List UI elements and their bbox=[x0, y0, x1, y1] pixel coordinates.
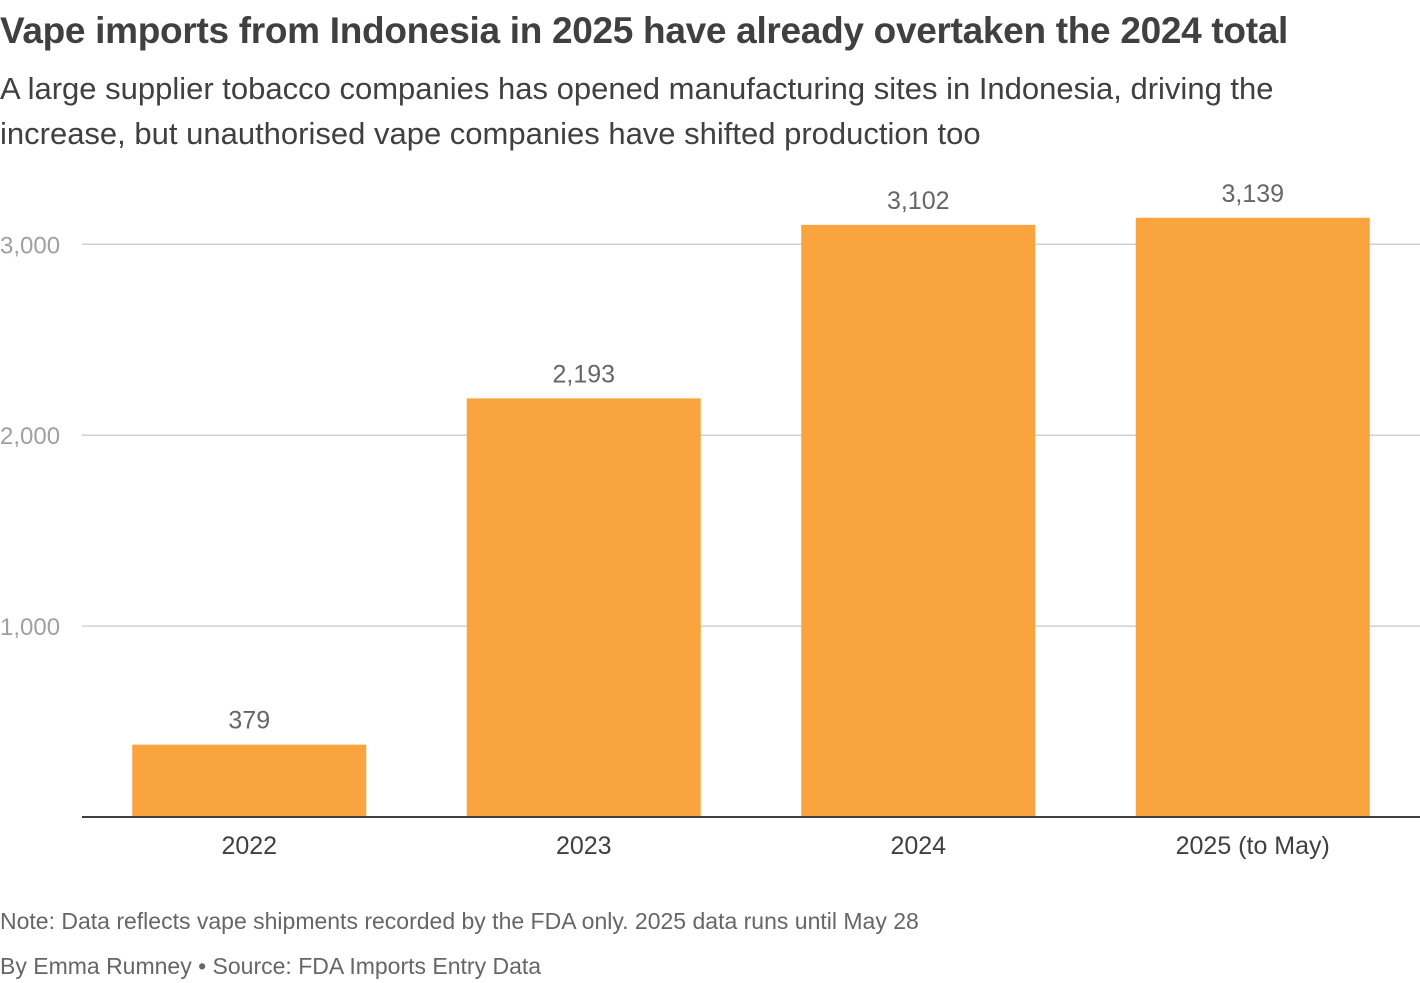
footnote: Note: Data reflects vape shipments recor… bbox=[0, 908, 919, 934]
data-label: 3,139 bbox=[1221, 180, 1284, 208]
bar bbox=[466, 398, 701, 817]
bar bbox=[132, 744, 367, 817]
bars bbox=[132, 217, 1370, 818]
x-tick-label: 2023 bbox=[556, 832, 612, 860]
bar bbox=[801, 224, 1036, 818]
x-tick-label: 2024 bbox=[890, 832, 946, 860]
y-tick-label: 2,000 bbox=[0, 423, 60, 450]
chart-title: Vape imports from Indonesia in 2025 have… bbox=[0, 10, 1289, 51]
data-labels: 379 2022 2,193 2023 3,102 2024 3,139 2025 (to M… bbox=[221, 180, 1329, 860]
bar-chart: 1,000 2,000 3,000 379 2022 2,193 2023 3,102 202… bbox=[0, 180, 1420, 860]
x-tick-label: 2022 bbox=[221, 832, 277, 860]
data-label: 379 bbox=[228, 707, 270, 735]
data-label: 2,193 bbox=[552, 360, 615, 388]
data-label: 3,102 bbox=[887, 187, 950, 215]
y-tick-label: 1,000 bbox=[0, 614, 60, 641]
x-tick-label: 2025 (to May) bbox=[1176, 832, 1330, 860]
source-credit: By Emma Rumney • Source: FDA Imports Ent… bbox=[0, 953, 542, 979]
bar bbox=[1135, 217, 1370, 817]
y-tick-label: 3,000 bbox=[0, 232, 60, 259]
chart-subtitle: A large supplier tobacco companies has o… bbox=[0, 71, 1274, 151]
